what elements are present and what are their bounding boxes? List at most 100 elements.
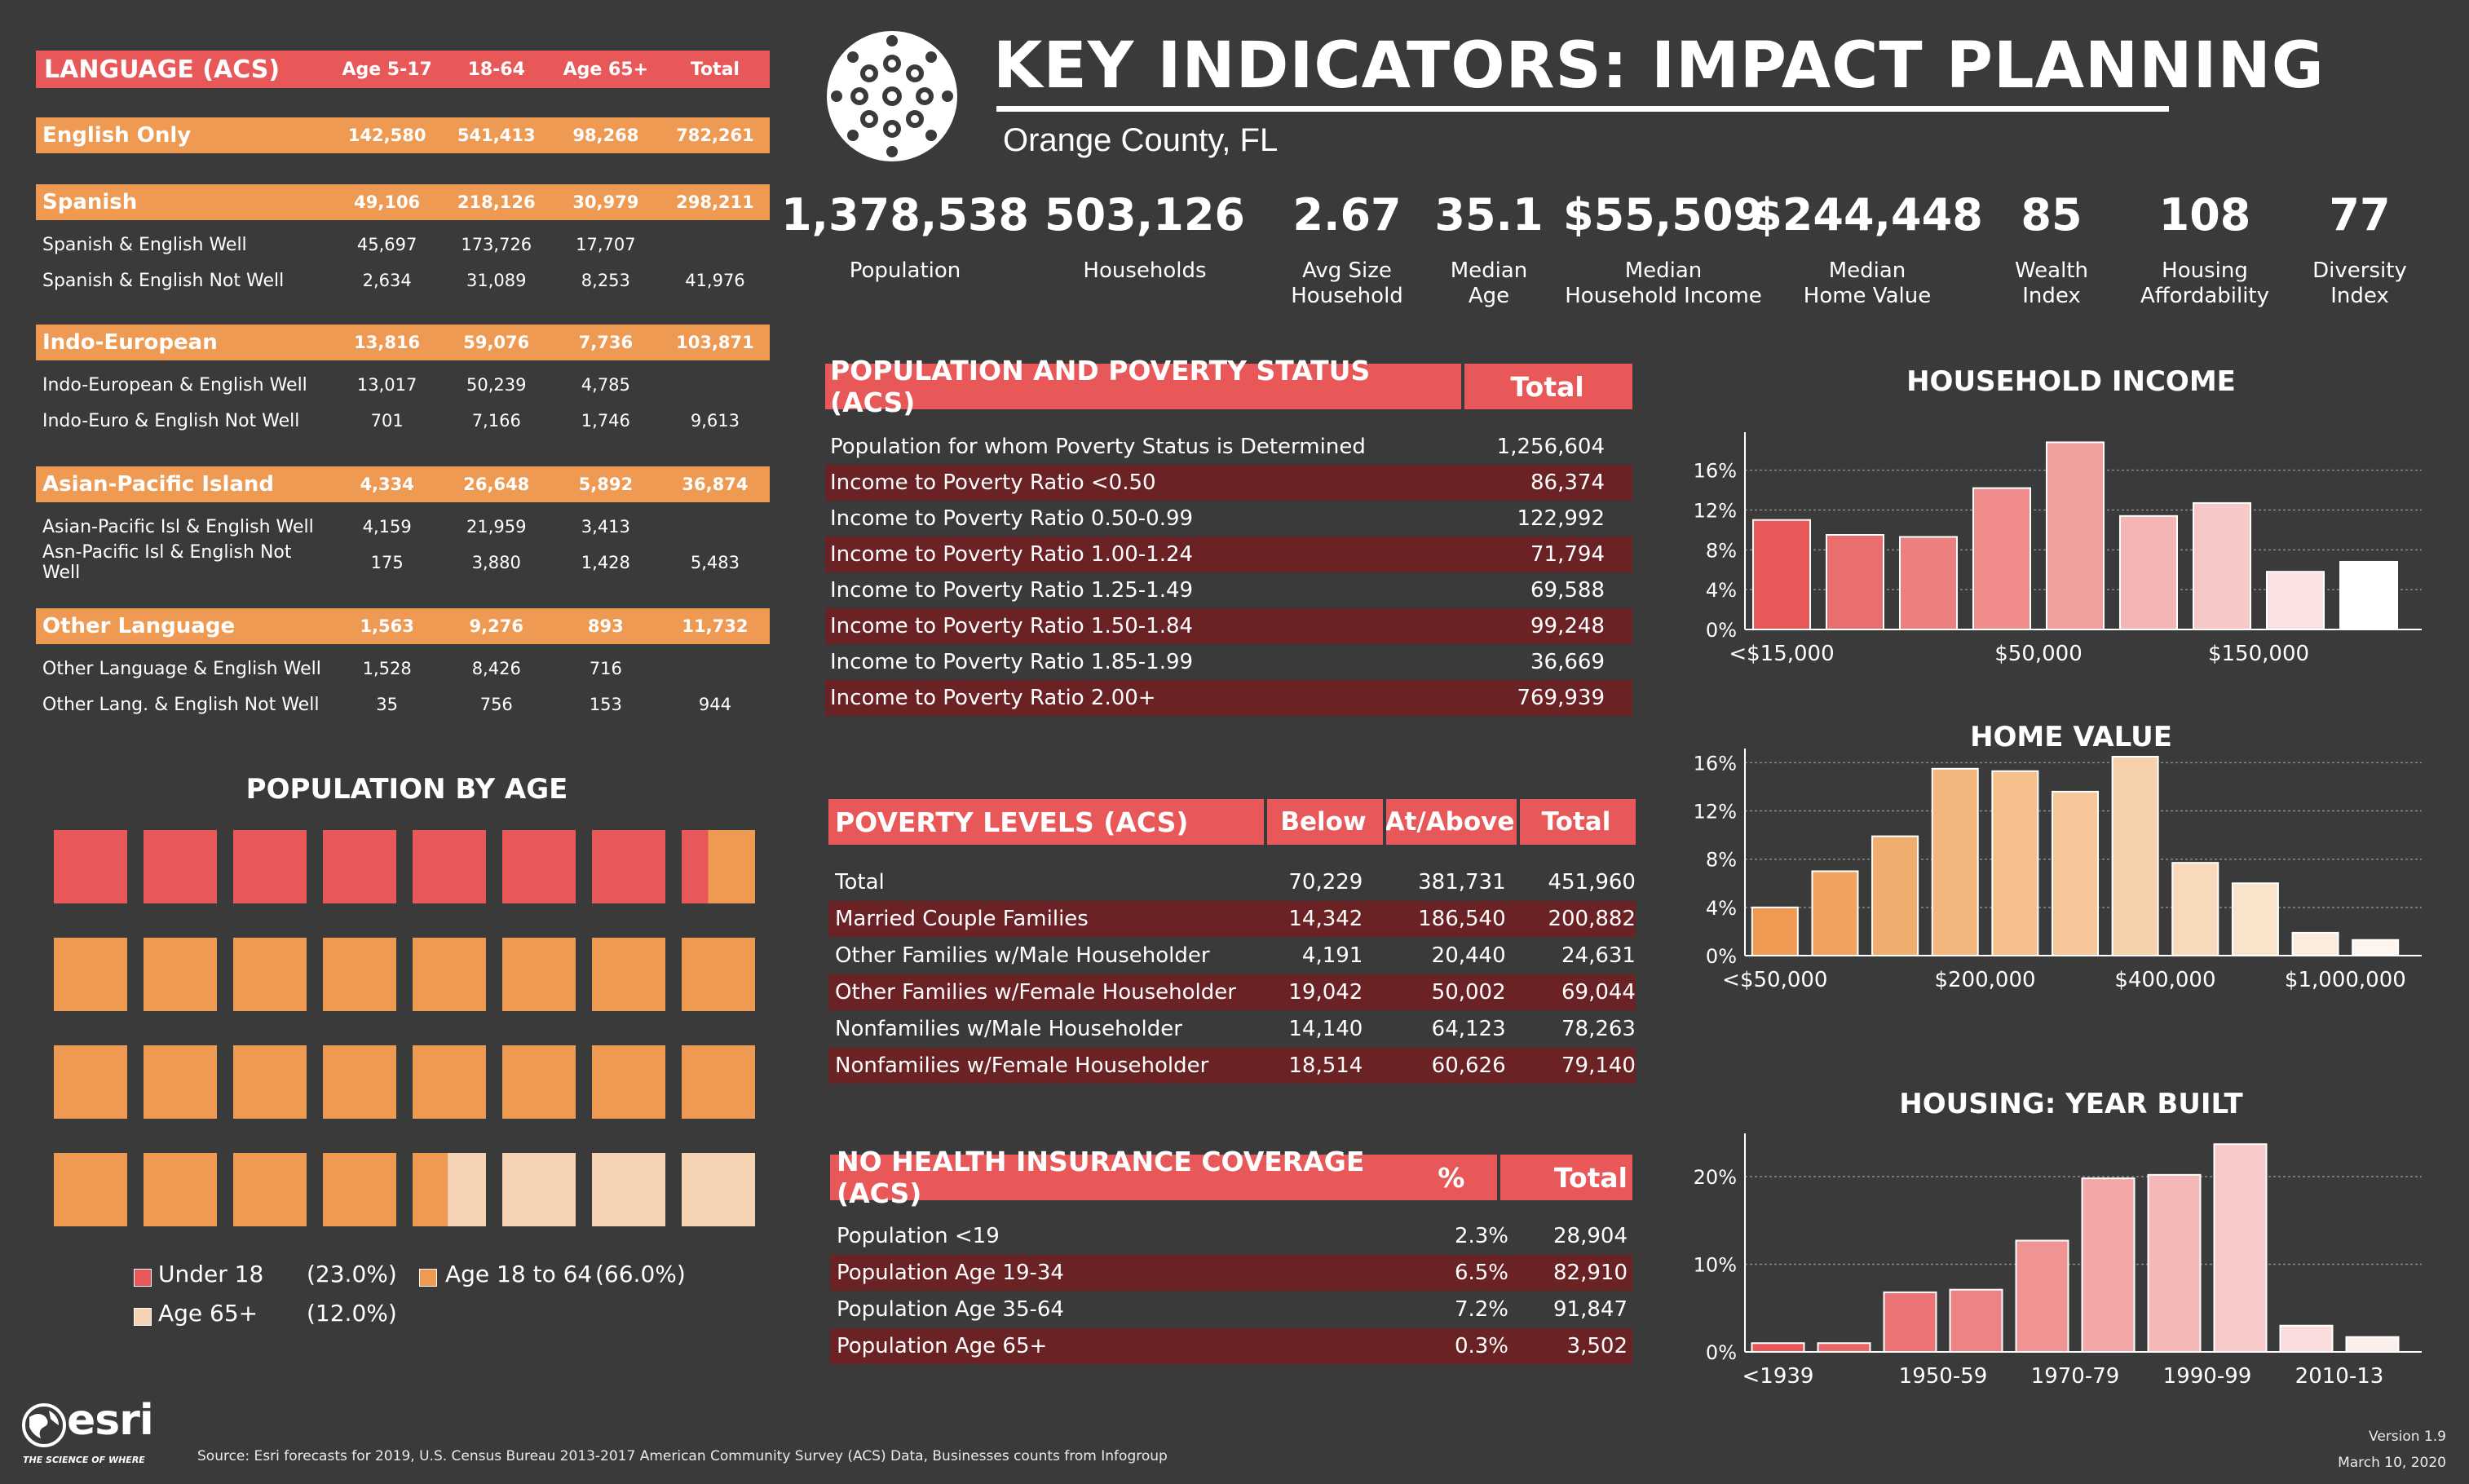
language-group-row: Spanish 49,106 218,126 30,979 298,211 xyxy=(36,184,770,220)
legend-under-18-label: Under 18 xyxy=(158,1261,264,1287)
waffle-cell xyxy=(592,830,665,903)
kpi-item: 77 Diversity Index xyxy=(2221,189,2469,309)
poverty-status-row: Income to Poverty Ratio 1.25-1.49 69,588 xyxy=(825,572,1632,608)
home-value-chart: 0% 4% 8% 12% 16% <$50,000 $200,000 $400,000 $1,0… xyxy=(1694,749,2422,992)
kpi-item: 503,126 Households xyxy=(1006,189,1283,284)
language-sub-label: Indo-Euro & English Not Well xyxy=(42,410,300,431)
language-sub-value: 35 xyxy=(376,695,399,714)
kpi-label: Median Household Income xyxy=(1565,258,1762,308)
language-group-name: Asian-Pacific Island xyxy=(42,472,275,497)
y-tick-label: 16% xyxy=(1694,460,1737,483)
waffle-cell xyxy=(144,1153,217,1226)
language-table-title: LANGUAGE (ACS) xyxy=(44,55,280,84)
language-sub-value: 31,089 xyxy=(466,271,527,290)
insurance-title: NO HEALTH INSURANCE COVERAGE (ACS) xyxy=(837,1146,1365,1209)
date-label: March 10, 2020 xyxy=(2338,1455,2446,1471)
bar xyxy=(2193,501,2251,630)
bar xyxy=(1871,835,1919,956)
waffle-cell xyxy=(592,1045,665,1119)
waffle-cell xyxy=(54,1045,127,1119)
bar xyxy=(2147,1173,2202,1353)
poverty-status-total: 122,992 xyxy=(1517,506,1605,531)
kpi-label: Diversity Index xyxy=(2312,258,2407,308)
kpi-value: $244,448 xyxy=(1751,189,1983,241)
language-sub-value: 8,426 xyxy=(471,659,521,678)
waffle-cell xyxy=(144,938,217,1011)
language-sub-row: Asn-Pacific Isl & English Not Well 175 3,8… xyxy=(36,542,770,583)
x-tick-label: <1939 xyxy=(1742,1364,1814,1389)
insurance-row: Population Age 35-64 7.2% 91,847 xyxy=(830,1292,1632,1327)
language-sub-value: 7,166 xyxy=(471,411,521,431)
legend-18-64-label: Age 18 to 64 xyxy=(445,1261,593,1287)
insurance-total: 28,904 xyxy=(1553,1224,1628,1248)
kpi-label: Housing Affordability xyxy=(2140,258,2270,308)
bar xyxy=(2231,882,2279,956)
bar xyxy=(1949,1288,2003,1353)
language-sub-value: 3,880 xyxy=(471,553,521,572)
language-sub-value: 173,726 xyxy=(461,235,532,254)
x-tick-label: 1950-59 xyxy=(1899,1364,1988,1389)
bar xyxy=(2119,515,2178,630)
poverty-status-row: Income to Poverty Ratio 0.50-0.99 122,992 xyxy=(825,501,1632,537)
bar xyxy=(1817,1342,1871,1353)
bar xyxy=(2015,1239,2069,1353)
y-tick-label: 8% xyxy=(1706,539,1737,562)
poverty-levels-header: POVERTY LEVELS (ACS) Below At/Above Tota… xyxy=(828,799,1636,845)
kpi-item: 2.67 Avg Size Household xyxy=(1208,189,1486,309)
y-tick-label: 20% xyxy=(1694,1166,1737,1189)
poverty-status-total: 36,669 xyxy=(1530,650,1605,674)
x-tick-label: 1970-79 xyxy=(2031,1364,2120,1389)
header-divider xyxy=(1383,799,1386,845)
poverty-levels-label: Other Families w/Female Householder xyxy=(835,980,1236,1005)
bar xyxy=(2291,931,2339,956)
waffle-cell xyxy=(323,1153,396,1226)
waffle-cell xyxy=(682,1045,755,1119)
language-group-value: 782,261 xyxy=(676,126,754,145)
bar xyxy=(2279,1324,2334,1353)
kpi-value: 85 xyxy=(2021,189,2083,241)
y-tick-label: 12% xyxy=(1694,499,1737,522)
language-sub-label: Spanish & English Not Well xyxy=(42,270,285,291)
y-tick-label: 10% xyxy=(1694,1254,1737,1277)
bar xyxy=(2052,790,2099,957)
language-sub-value: 716 xyxy=(589,659,622,678)
poverty-levels-value: 186,540 xyxy=(1418,907,1506,931)
language-group-value: 98,268 xyxy=(572,126,639,145)
legend-18-64-pct: (66.0%) xyxy=(595,1261,686,1287)
insurance-total-header: Total xyxy=(1553,1161,1628,1194)
language-sub-value: 5,483 xyxy=(690,553,740,572)
legend-65-plus-swatch xyxy=(134,1308,152,1326)
year-built-chart: 0% 10% 20% <1939 1950-59 1970-79 1990-99 2010-1… xyxy=(1694,1133,2422,1389)
waffle-cell xyxy=(233,1045,307,1119)
insurance-total: 91,847 xyxy=(1553,1297,1628,1322)
bar xyxy=(1991,770,2039,956)
x-tick-label: 1990-99 xyxy=(2163,1364,2252,1389)
poverty-levels-label: Married Couple Families xyxy=(835,907,1089,931)
language-group-value: 142,580 xyxy=(347,126,426,145)
legend-65-plus-pct: (12.0%) xyxy=(307,1300,397,1327)
col-total: Total xyxy=(1541,807,1611,837)
language-sub-value: 13,017 xyxy=(356,375,417,395)
bar xyxy=(2111,756,2159,956)
bar xyxy=(1883,1291,1937,1353)
insurance-pct: 0.3% xyxy=(1454,1334,1508,1358)
insurance-row: Population Age 65+ 0.3% 3,502 xyxy=(830,1328,1632,1364)
language-sub-value: 1,428 xyxy=(581,553,630,572)
language-sub-row: Spanish & English Not Well 2,634 31,089 8,2… xyxy=(36,263,770,298)
language-group-value: 11,732 xyxy=(682,616,749,636)
waffle-cell xyxy=(233,830,307,903)
language-group-value: 218,126 xyxy=(457,192,536,212)
waffle-cell xyxy=(502,1153,576,1226)
language-sub-value: 9,613 xyxy=(690,411,740,431)
poverty-levels-row: Nonfamilies w/Male Householder 14,140 64,1… xyxy=(828,1011,1636,1047)
language-group-value: 893 xyxy=(587,616,624,636)
poverty-levels-value: 4,191 xyxy=(1301,943,1363,968)
language-sub-value: 21,959 xyxy=(466,517,527,537)
header-divider xyxy=(1461,364,1464,409)
waffle-cell xyxy=(413,1153,486,1226)
language-group-value: 30,979 xyxy=(572,192,639,212)
header-divider xyxy=(1517,799,1520,845)
language-sub-label: Other Language & English Well xyxy=(42,658,321,679)
legend-18-64-swatch xyxy=(419,1269,437,1287)
language-group-value: 36,874 xyxy=(682,475,749,494)
